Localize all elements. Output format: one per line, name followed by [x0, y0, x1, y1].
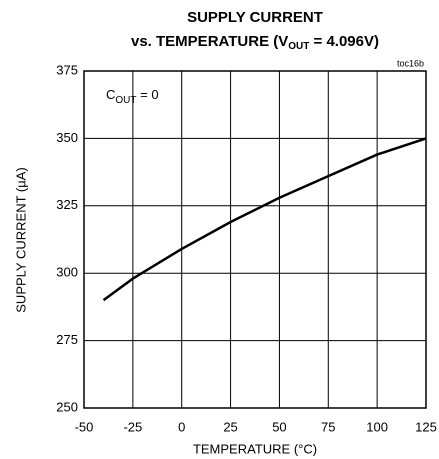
y-tick-label: 275	[56, 332, 78, 347]
plot-frame	[83, 70, 427, 409]
x-tick-label: 0	[178, 419, 185, 434]
x-tick-label: 75	[321, 419, 335, 434]
x-tick-label: -25	[123, 419, 142, 434]
y-tick-label: 300	[56, 265, 78, 280]
subtitle-main: vs. TEMPERATURE (V	[131, 33, 288, 50]
y-axis-label: SUPPLY CURRENT (µA)	[13, 167, 28, 312]
figure-code: toc16b	[397, 58, 424, 68]
y-tick-label: 250	[56, 399, 78, 414]
x-tick-label: -50	[75, 419, 94, 434]
annotation: COUT = 0	[106, 87, 159, 105]
y-tick-label: 375	[56, 62, 78, 77]
x-tick-label: 25	[223, 419, 237, 434]
annotation-main: C	[106, 87, 115, 102]
subtitle-tail: = 4.096V)	[309, 33, 379, 50]
data-line	[102, 137, 427, 302]
subtitle-sub: OUT	[288, 41, 309, 52]
annotation-tail: = 0	[137, 87, 159, 102]
x-tick-label: 50	[272, 419, 286, 434]
x-tick-label: 125	[415, 419, 437, 434]
chart-subtitle: vs. TEMPERATURE (VOUT = 4.096V)	[131, 33, 379, 52]
y-tick-label: 325	[56, 197, 78, 212]
chart-title: SUPPLY CURRENT	[187, 9, 323, 26]
x-axis-label: TEMPERATURE (°C)	[193, 441, 317, 456]
annotation-sub: OUT	[115, 95, 136, 106]
y-tick-label: 350	[56, 130, 78, 145]
x-tick-label: 100	[366, 419, 388, 434]
